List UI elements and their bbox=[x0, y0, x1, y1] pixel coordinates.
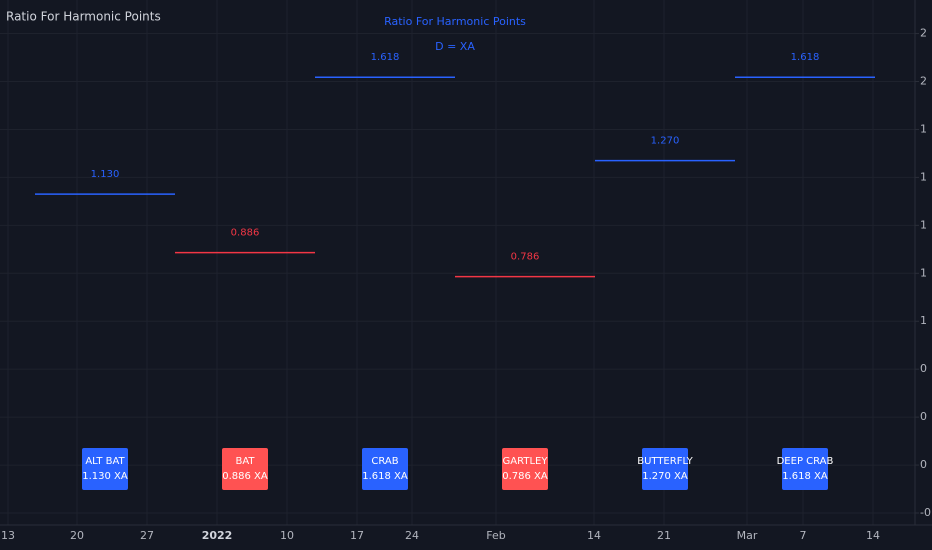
pattern-box bbox=[222, 448, 268, 490]
y-tick-label: 2 bbox=[920, 27, 927, 40]
y-tick-label: 1 bbox=[920, 218, 927, 231]
pattern-box bbox=[362, 448, 408, 490]
x-tick-label: 13 bbox=[1, 529, 15, 542]
y-tick-label: 0 bbox=[920, 458, 927, 471]
value-label: 1.618 bbox=[371, 52, 400, 63]
chart-title: Ratio For Harmonic Points bbox=[384, 15, 526, 28]
y-tick-label: 2 bbox=[920, 75, 927, 88]
pattern-name: BAT bbox=[235, 456, 255, 467]
value-label: 0.886 bbox=[231, 228, 260, 239]
pattern-name: GARTLEY bbox=[503, 456, 549, 467]
x-tick-label: 17 bbox=[350, 529, 364, 542]
pattern-ratio: 0.786 XA bbox=[502, 471, 548, 482]
y-tick-label: 1 bbox=[920, 122, 927, 135]
pattern-ratio: 1.618 XA bbox=[362, 471, 408, 482]
pattern-name: BUTTERFLY bbox=[637, 456, 693, 467]
pattern-name: CRAB bbox=[371, 456, 398, 467]
pattern-box bbox=[642, 448, 688, 490]
y-tick-label: 1 bbox=[920, 170, 927, 183]
pattern-box bbox=[782, 448, 828, 490]
value-label: 1.618 bbox=[791, 52, 820, 63]
y-tick-label: 1 bbox=[920, 314, 927, 327]
y-tick-label: -0 bbox=[920, 506, 931, 519]
value-label: 1.270 bbox=[651, 136, 680, 147]
x-tick-label: 7 bbox=[800, 529, 807, 542]
value-label: 1.130 bbox=[91, 169, 120, 180]
x-tick-label: 14 bbox=[587, 529, 601, 542]
y-tick-label: 0 bbox=[920, 362, 927, 375]
pattern-ratio: 1.618 XA bbox=[782, 471, 828, 482]
chart-subtitle: D = XA bbox=[435, 40, 475, 53]
x-tick-label: Feb bbox=[486, 529, 505, 542]
pattern-box bbox=[502, 448, 548, 490]
indicator-name: Ratio For Harmonic Points bbox=[6, 10, 161, 24]
x-tick-label: 21 bbox=[657, 529, 671, 542]
x-tick-label: 20 bbox=[70, 529, 84, 542]
x-tick-label: Mar bbox=[737, 529, 758, 542]
pattern-ratio: 0.886 XA bbox=[222, 471, 268, 482]
y-tick-label: 0 bbox=[920, 410, 927, 423]
pattern-ratio: 1.270 XA bbox=[642, 471, 688, 482]
pattern-ratio: 1.130 XA bbox=[82, 471, 128, 482]
x-tick-label: 10 bbox=[280, 529, 294, 542]
x-tick-label: 14 bbox=[866, 529, 880, 542]
pattern-name: DEEP CRAB bbox=[777, 456, 834, 467]
x-tick-label: 2022 bbox=[202, 529, 233, 542]
x-tick-label: 24 bbox=[405, 529, 419, 542]
pattern-name: ALT BAT bbox=[85, 456, 125, 467]
pattern-box bbox=[82, 448, 128, 490]
value-label: 0.786 bbox=[511, 252, 540, 263]
x-tick-label: 27 bbox=[140, 529, 154, 542]
y-tick-label: 1 bbox=[920, 266, 927, 279]
